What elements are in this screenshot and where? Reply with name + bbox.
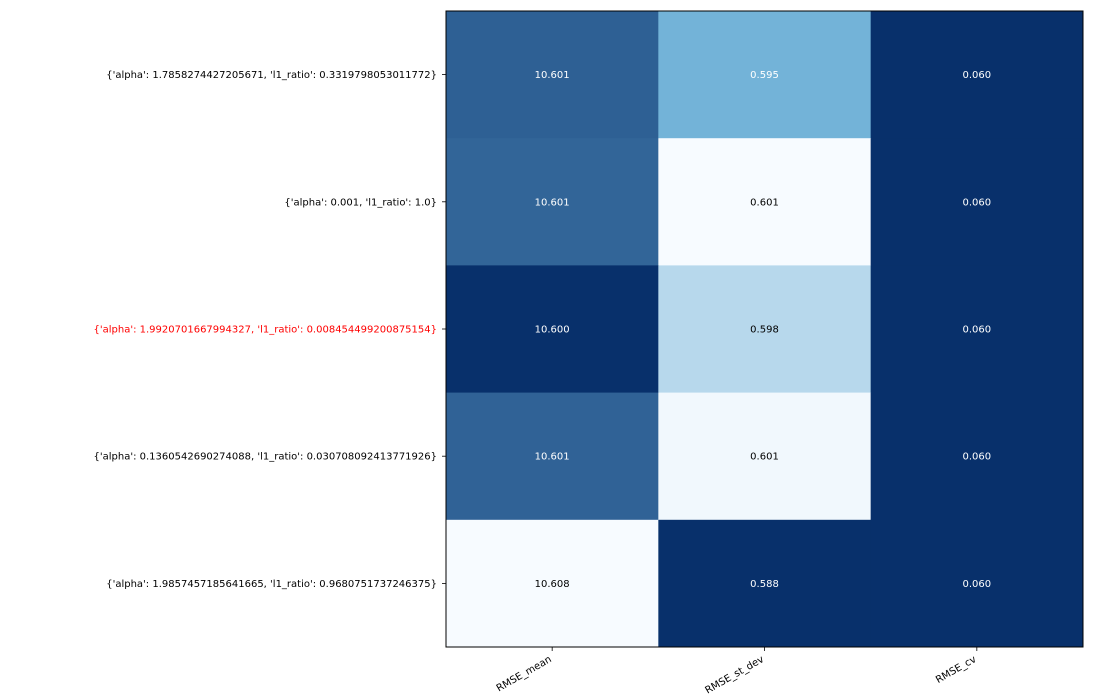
heatmap-cell bbox=[446, 11, 659, 139]
heatmap-cell bbox=[658, 265, 872, 394]
heatmap-cell bbox=[658, 519, 872, 648]
cell-value-label: 0.060 bbox=[963, 452, 992, 463]
x-tick-label: RMSE_cv bbox=[934, 654, 978, 686]
y-tick-label: {'alpha': 1.9857457185641665, 'l1_ratio'… bbox=[106, 579, 437, 590]
x-tick-label: RMSE_mean bbox=[495, 654, 554, 694]
y-tick-label: {'alpha': 1.7858274427205671, 'l1_ratio'… bbox=[106, 70, 437, 81]
cell-value-label: 0.598 bbox=[750, 325, 779, 336]
heatmap-cell bbox=[658, 11, 872, 139]
x-tick-label: RMSE_st_dev bbox=[704, 654, 767, 696]
cell-value-label: 0.588 bbox=[750, 579, 779, 590]
heatmap-cell bbox=[446, 519, 659, 648]
heatmap-cell bbox=[870, 138, 1084, 266]
cell-value-label: 10.601 bbox=[535, 452, 570, 463]
heatmap-cell bbox=[870, 11, 1084, 139]
cell-value-label: 0.595 bbox=[750, 70, 779, 81]
cell-value-label: 10.601 bbox=[535, 70, 570, 81]
heatmap-cell bbox=[870, 392, 1084, 521]
y-tick-label: {'alpha': 1.9920701667994327, 'l1_ratio'… bbox=[94, 325, 438, 336]
heatmap-cell bbox=[870, 265, 1084, 394]
heatmap-cell bbox=[658, 138, 872, 266]
y-tick-label: {'alpha': 0.001, 'l1_ratio': 1.0} bbox=[284, 197, 437, 208]
cell-value-label: 0.601 bbox=[750, 452, 779, 463]
heatmap-cell bbox=[446, 265, 659, 394]
y-tick-label: {'alpha': 0.1360542690274088, 'l1_ratio'… bbox=[94, 452, 438, 463]
cell-value-label: 0.060 bbox=[963, 325, 992, 336]
cell-value-label: 0.060 bbox=[963, 197, 992, 208]
heatmap-cell-labels: 10.601 0.595 0.060 10.601 0.601 0.060 10.600 0.… bbox=[535, 70, 991, 590]
cell-value-label: 0.060 bbox=[963, 70, 992, 81]
cell-value-label: 10.608 bbox=[535, 579, 570, 590]
cell-value-label: 0.060 bbox=[963, 579, 992, 590]
cell-value-label: 10.601 bbox=[535, 197, 570, 208]
heatmap-cell bbox=[446, 138, 659, 266]
y-axis: {'alpha': 1.7858274427205671, 'l1_ratio'… bbox=[94, 70, 446, 590]
heatmap-cell bbox=[446, 392, 659, 521]
cell-value-label: 10.600 bbox=[535, 325, 570, 336]
heatmap-cell bbox=[870, 519, 1084, 648]
heatmap-cell bbox=[658, 392, 872, 521]
heatmap-cells bbox=[446, 11, 1084, 648]
cell-value-label: 0.601 bbox=[750, 197, 779, 208]
x-axis: RMSE_mean RMSE_st_dev RMSE_cv bbox=[495, 647, 978, 696]
